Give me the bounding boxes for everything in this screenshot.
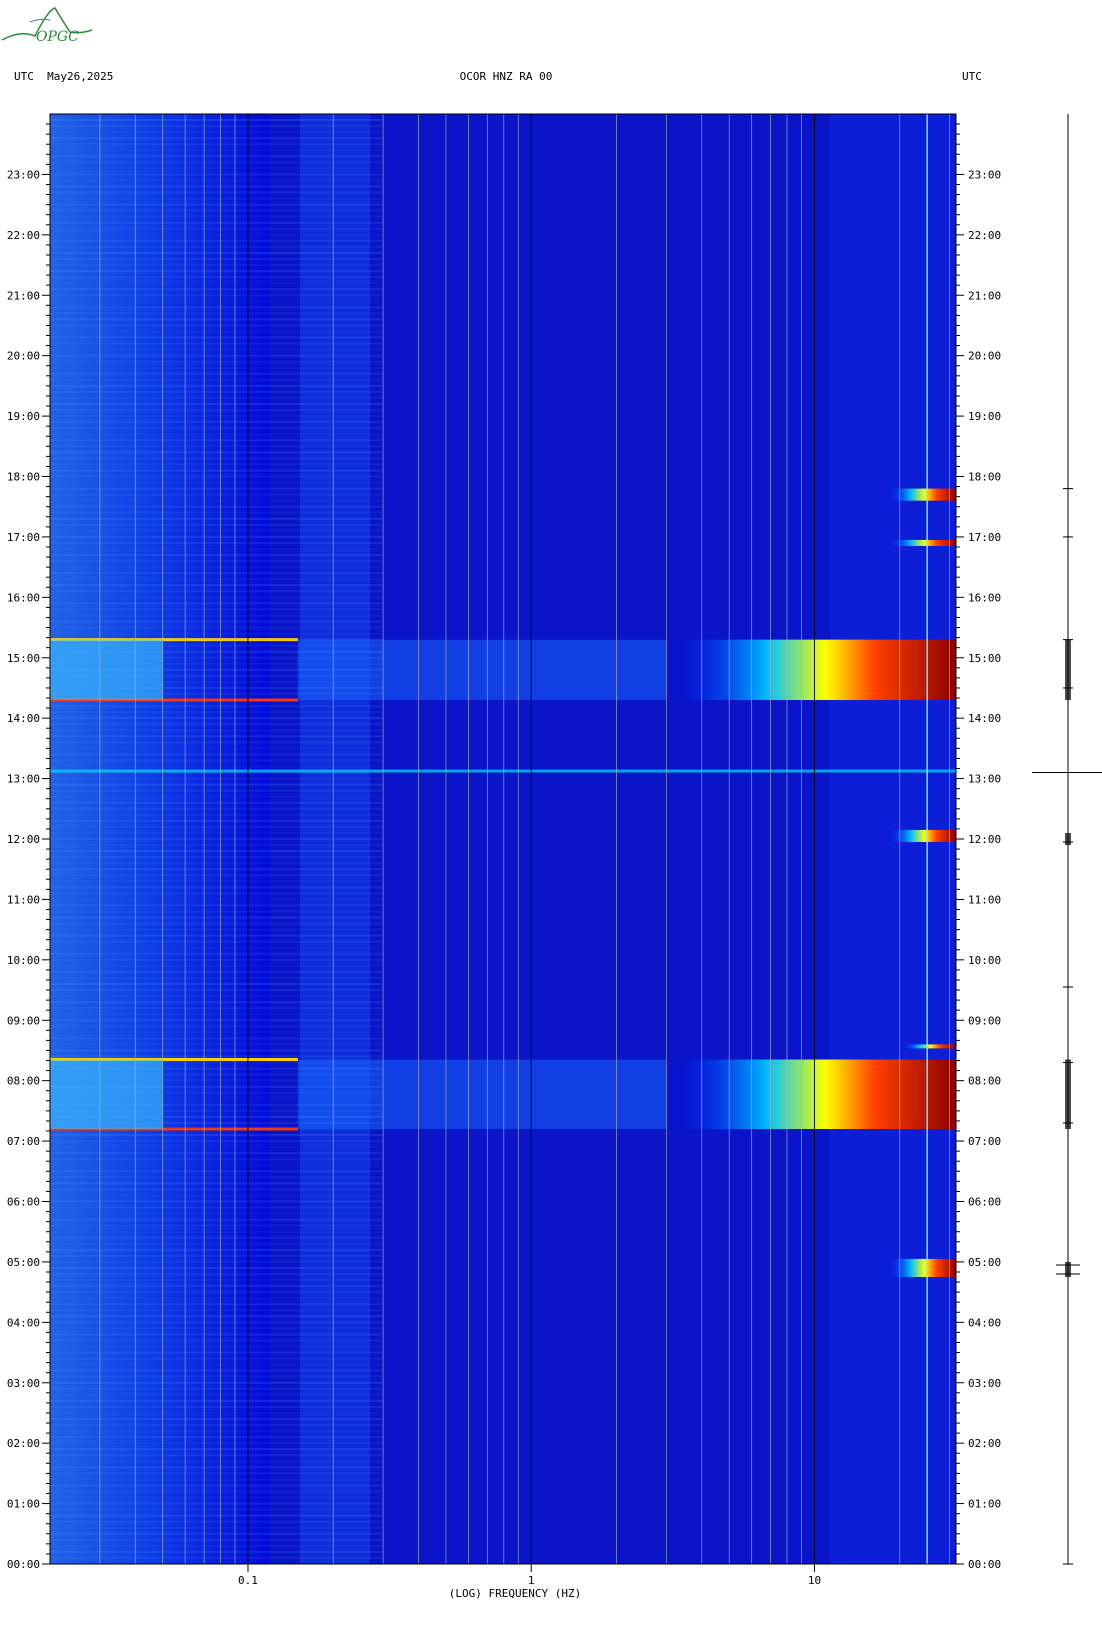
y-tick-label-right: 15:00 (968, 652, 1001, 665)
energy-band-lowfreq (50, 639, 163, 701)
seismogram-trace (1032, 114, 1102, 1565)
y-tick-label-left: 07:00 (7, 1135, 40, 1148)
y-tick-label-right: 23:00 (968, 168, 1001, 181)
spectrogram-plot (49, 113, 957, 1565)
y-tick-label-left: 01:00 (7, 1498, 40, 1511)
y-tick-label-left: 06:00 (7, 1196, 40, 1209)
x-tick-label: 0.1 (238, 1574, 258, 1587)
y-tick-label-right: 11:00 (968, 893, 1001, 906)
y-tick-label-left: 16:00 (7, 591, 40, 604)
energy-band-midfreq (297, 639, 667, 701)
y-tick-label-left: 08:00 (7, 1075, 40, 1088)
header-right-label: UTC (962, 70, 982, 83)
y-tick-label-left: 00:00 (7, 1558, 40, 1571)
y-tick-label-left: 13:00 (7, 773, 40, 786)
seismogram-burst (1065, 1261, 1071, 1278)
y-tick-label-right: 07:00 (968, 1135, 1001, 1148)
y-tick-label-left: 14:00 (7, 712, 40, 725)
y-tick-label-left: 21:00 (7, 289, 40, 302)
y-tick-label-right: 18:00 (968, 471, 1001, 484)
header-left-label: UTC May26,2025 (14, 70, 113, 83)
y-tick-label-left: 10:00 (7, 954, 40, 967)
energy-band (666, 1059, 956, 1129)
y-tick-label-right: 03:00 (968, 1377, 1001, 1390)
y-tick-label-left: 09:00 (7, 1014, 40, 1027)
y-tick-label-right: 05:00 (968, 1256, 1001, 1269)
y-tick-label-right: 16:00 (968, 591, 1001, 604)
y-tick-label-right: 19:00 (968, 410, 1001, 423)
energy-band (886, 539, 956, 546)
y-tick-label-right: 04:00 (968, 1316, 1001, 1329)
y-tick-label-left: 03:00 (7, 1377, 40, 1390)
y-axis-left: 00:00 01:00 02:00 03:00 04:00 05:00 06:00 07:00… (7, 123, 50, 1571)
y-tick-label-left: 19:00 (7, 410, 40, 423)
x-axis-title: (LOG) FREQUENCY (HZ) (449, 1587, 581, 1600)
x-tick-label: 1 (528, 1574, 535, 1587)
energy-band-midfreq (297, 1059, 667, 1129)
y-tick-label-right: 00:00 (968, 1558, 1001, 1571)
y-tick-label-left: 12:00 (7, 833, 40, 846)
energy-band (50, 769, 956, 773)
seismogram-burst (1065, 1059, 1071, 1129)
y-tick-label-right: 14:00 (968, 712, 1001, 725)
seismogram-burst (1065, 639, 1071, 701)
y-tick-label-right: 02:00 (968, 1437, 1001, 1450)
y-tick-label-left: 11:00 (7, 893, 40, 906)
y-tick-label-right: 17:00 (968, 531, 1001, 544)
y-tick-label-right: 01:00 (968, 1498, 1001, 1511)
energy-band (886, 1258, 956, 1278)
seismogram-burst (1065, 832, 1071, 846)
energy-band (886, 829, 956, 843)
energy-band-lowfreq (50, 1059, 163, 1129)
y-tick-label-left: 22:00 (7, 229, 40, 242)
y-tick-label-right: 13:00 (968, 773, 1001, 786)
y-tick-label-right: 10:00 (968, 954, 1001, 967)
y-tick-label-right: 22:00 (968, 229, 1001, 242)
y-tick-label-right: 06:00 (968, 1196, 1001, 1209)
x-axis: 0.1 1 10 (238, 1564, 821, 1587)
y-tick-label-left: 23:00 (7, 168, 40, 181)
station-channel-title: OCOR HNZ RA 00 (460, 70, 553, 83)
y-tick-label-right: 09:00 (968, 1014, 1001, 1027)
y-axis-right: 00:00 01:00 02:00 03:00 04:00 05:00 06:00 07:00… (956, 123, 1001, 1571)
y-tick-label-right: 12:00 (968, 833, 1001, 846)
y-tick-label-left: 15:00 (7, 652, 40, 665)
lowfreq-energy-column (50, 114, 270, 1564)
microseism-energy-column (300, 114, 370, 1564)
y-tick-label-right: 08:00 (968, 1075, 1001, 1088)
y-tick-label-left: 18:00 (7, 471, 40, 484)
energy-band (886, 488, 956, 501)
opgc-logo (1, 7, 93, 41)
y-tick-label-left: 04:00 (7, 1316, 40, 1329)
y-tick-label-left: 02:00 (7, 1437, 40, 1450)
y-tick-label-right: 21:00 (968, 289, 1001, 302)
y-tick-label-left: 17:00 (7, 531, 40, 544)
y-tick-label-right: 20:00 (968, 350, 1001, 363)
y-tick-label-left: 20:00 (7, 350, 40, 363)
x-tick-label: 10 (808, 1574, 821, 1587)
energy-band (666, 639, 956, 701)
y-tick-label-left: 05:00 (7, 1256, 40, 1269)
logo-text: OPGC (36, 29, 79, 45)
